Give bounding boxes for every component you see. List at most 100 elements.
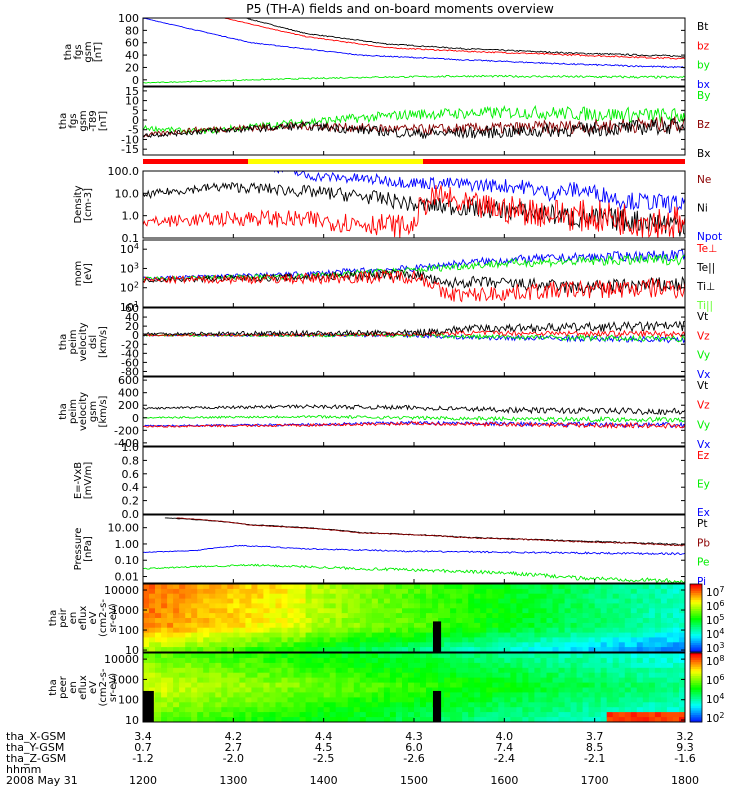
- spectrogram-cell: [438, 618, 445, 624]
- spectrogram-cell: [209, 682, 216, 689]
- spectrogram-cell: [408, 702, 415, 708]
- spectrogram-cell: [365, 608, 373, 614]
- spectrogram-cell: [474, 632, 481, 639]
- spectrogram-cell: [438, 657, 445, 664]
- spectrogram-cell: [143, 632, 150, 639]
- spectrogram-cell: [450, 717, 457, 722]
- spectrogram-cell: [402, 702, 409, 708]
- spectrogram-cell: [498, 702, 505, 708]
- y-axis-label-line: velocity: [78, 392, 89, 431]
- spectrogram-cell: [486, 692, 493, 698]
- spectrogram-cell: [414, 608, 421, 614]
- spectrogram-cell: [588, 707, 596, 713]
- spectrogram-cell: [347, 622, 355, 629]
- spectrogram-cell: [263, 637, 270, 643]
- spectrogram-cell: [143, 672, 150, 679]
- spectrogram-cell: [576, 687, 584, 693]
- spectrogram-cell: [528, 637, 535, 643]
- spectrogram-cell: [624, 637, 632, 643]
- spectrogram-cell: [450, 622, 457, 629]
- spectrogram-cell: [209, 598, 216, 605]
- spectrogram-cell: [233, 642, 240, 648]
- spectrogram-cell: [612, 697, 620, 703]
- spectrogram-cell: [528, 653, 535, 659]
- series-line-3: [143, 184, 685, 238]
- spectrogram-cell: [371, 642, 379, 648]
- spectrogram-cell: [546, 608, 554, 614]
- spectrogram-cell: [317, 667, 325, 674]
- colorbar-tick-label: 105: [706, 613, 724, 627]
- spectrogram-cell: [588, 613, 596, 619]
- spectrogram-cell: [606, 697, 614, 703]
- spectrogram-cell: [624, 584, 632, 590]
- y-axis-label-line: tha: [58, 334, 69, 350]
- spectrogram-cell: [660, 702, 668, 708]
- spectrogram-cell: [654, 618, 662, 624]
- spectrogram-cell: [245, 682, 252, 689]
- spectrogram-cell: [173, 647, 180, 652]
- spectrogram-cell: [408, 653, 415, 659]
- spectrogram-cell: [233, 632, 240, 639]
- spectrogram-cell: [630, 622, 638, 629]
- legend-label: Vz: [697, 330, 710, 342]
- spectrogram-cell: [444, 637, 451, 643]
- spectrogram-cell: [359, 598, 367, 605]
- spectrogram-cell: [582, 637, 590, 643]
- legend-label: Ti||: [696, 300, 713, 312]
- spectrogram-cell: [173, 717, 180, 722]
- legend-label: Ti⊥: [696, 281, 715, 293]
- spectrogram-cell: [209, 697, 216, 703]
- spectrogram-cell: [402, 622, 409, 629]
- spectrogram-cell: [612, 647, 620, 652]
- y-axis-label: Density [cm-3]: [73, 185, 94, 223]
- spectrogram-cell: [293, 677, 301, 684]
- spectrogram-cell: [540, 622, 548, 629]
- ephemeris-value: -2.0: [223, 752, 244, 765]
- spectrogram-cell: [564, 697, 572, 703]
- spectrogram-cell: [588, 588, 596, 595]
- spectrogram-cell: [654, 593, 662, 600]
- spectrogram-cell: [173, 687, 180, 693]
- spectrogram-cell: [197, 588, 204, 595]
- spectrogram-cell: [636, 584, 644, 590]
- spectrogram-cell: [546, 687, 554, 693]
- spectrogram-cell: [444, 717, 451, 722]
- spectrogram-cell: [389, 712, 397, 718]
- spectrogram-cell: [275, 637, 283, 643]
- spectrogram-cell: [498, 667, 505, 674]
- spectrogram-cell: [546, 598, 554, 605]
- spectrogram-cell: [215, 647, 222, 652]
- spectrogram-cell: [209, 717, 216, 722]
- spectrogram-cell: [353, 707, 361, 713]
- spectrogram-cell: [167, 717, 174, 722]
- spectrogram-cell: [594, 603, 602, 609]
- spectrogram-cell: [462, 603, 469, 609]
- series-line-1: [143, 332, 685, 344]
- spectrogram-cell: [492, 657, 499, 664]
- spectrogram-cell: [648, 687, 656, 693]
- spectrogram-cell: [666, 667, 674, 674]
- spectrogram-cell: [546, 697, 554, 703]
- spectrogram-cell: [179, 618, 186, 624]
- spectrogram-cell: [504, 637, 511, 643]
- spectrogram-cell: [281, 637, 289, 643]
- spectrogram-cell: [179, 692, 186, 698]
- spectrogram-cell: [654, 702, 662, 708]
- spectrogram-cell: [516, 662, 523, 669]
- spectrogram-cell: [281, 682, 289, 689]
- y-tick-label: 1000: [111, 673, 139, 686]
- spectrogram-cell: [528, 584, 535, 590]
- spectrogram-cell: [257, 593, 264, 600]
- spectrogram-cell: [522, 598, 529, 605]
- legend-label: Pb: [697, 537, 710, 549]
- spectrogram-cell: [383, 657, 391, 664]
- x-tick-label: 1200: [129, 774, 157, 787]
- region-segment: [423, 159, 685, 164]
- spectrogram-cell: [588, 598, 596, 605]
- spectrogram-cell: [155, 677, 162, 684]
- spectrogram-cell: [311, 603, 319, 609]
- spectrogram-cell: [239, 702, 246, 708]
- legend-label: Bt: [697, 21, 708, 33]
- spectrogram-cell: [347, 598, 355, 605]
- x-tick-label: 1400: [310, 774, 338, 787]
